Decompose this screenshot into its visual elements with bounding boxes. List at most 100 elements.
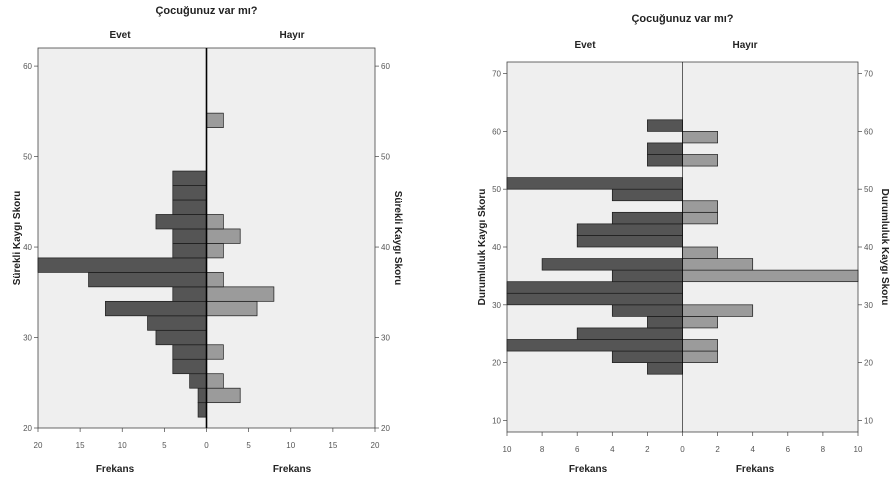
bar-left-15 [611,188,683,202]
bar-left-2 [506,339,683,352]
xtick-label-right-2: 6 [786,445,791,454]
bar-right-1 [682,350,718,363]
bar-right-17 [206,112,224,128]
bar-left-6 [147,315,207,331]
ytick-label-left-2: 30 [492,301,501,310]
bar-left-18 [647,142,683,155]
bar-left-1 [197,387,207,404]
ytick-label-right-2: 40 [381,243,390,252]
bar-left-6 [506,292,683,306]
bar-left-11 [172,243,207,259]
bar-right-11 [206,243,224,259]
bar-right-4 [682,316,718,329]
bar-left-7 [506,281,683,294]
group-label-right: Hayır [732,40,757,51]
ytick-label-right-1: 30 [381,334,390,343]
bar-left-0 [197,402,207,418]
bar-right-2 [682,339,718,352]
xtick-label-left-0: 10 [503,445,512,454]
xtick-label-right-0: 2 [715,445,720,454]
bar-right-19 [682,131,718,144]
ytick-label-right-5: 60 [864,127,873,136]
bar-right-8 [682,269,859,283]
xtick-label-right-4: 10 [854,445,863,454]
ytick-label-left-5: 60 [492,127,501,136]
ylabel-left: Durumluluk Kaygı Skoru [477,189,488,306]
ytick-label-right-0: 20 [381,424,390,433]
bar-left-2 [189,373,207,389]
ytick-label-left-3: 50 [23,153,32,162]
ytick-label-right-0: 10 [864,416,873,425]
bar-right-12 [206,228,241,244]
bar-left-15 [172,185,207,201]
bar-left-3 [172,358,207,375]
bar-left-9 [541,258,683,271]
bar-left-5 [611,304,683,317]
bar-left-9 [88,272,207,288]
bar-right-8 [206,286,275,302]
ylabel-left: Sürekli Kaygı Skoru [12,191,23,285]
bar-left-13 [611,211,683,225]
bar-left-5 [155,329,207,346]
bar-left-4 [647,316,683,329]
xlabel-right: Frekans [736,464,775,475]
chart-title: Çocuğunuz var mı? [631,13,733,25]
xtick-label-right-1: 10 [286,441,295,450]
group-label-left: Evet [109,30,131,41]
bar-left-0 [647,362,683,375]
bar-right-2 [206,373,224,389]
chart-title: Çocuğunuz var mı? [155,5,257,17]
bar-left-16 [506,177,683,190]
ytick-label-left-3: 40 [492,243,501,252]
ytick-label-left-0: 10 [492,416,501,425]
xlabel-right: Frekans [273,464,312,475]
bar-left-13 [155,214,207,230]
bar-left-8 [172,286,207,302]
xtick-label-right-1: 4 [750,445,755,454]
bar-right-5 [682,304,754,317]
bar-left-11 [576,235,683,248]
ytick-label-right-4: 60 [381,62,390,71]
bar-left-8 [611,269,683,283]
xtick-label-left-0: 20 [34,441,43,450]
bar-left-14 [172,199,207,215]
xtick-label-right-0: 5 [246,441,251,450]
bar-left-3 [576,327,683,340]
xlabel-left: Frekans [569,464,608,475]
bar-right-17 [682,154,718,167]
ytick-label-right-3: 50 [381,153,390,162]
ytick-label-left-6: 70 [492,70,501,79]
bar-left-12 [576,223,683,236]
bar-right-10 [682,246,718,259]
group-label-right: Hayır [279,30,304,41]
bar-right-9 [682,258,754,271]
bar-left-10 [37,257,207,273]
xtick-label-left-5: 0 [680,445,685,454]
ytick-label-right-6: 70 [864,70,873,79]
bar-right-4 [206,344,224,360]
ytick-label-left-4: 50 [492,185,501,194]
xtick-label-left-2: 10 [118,441,127,450]
xtick-label-left-1: 8 [540,445,545,454]
bar-right-9 [206,272,224,288]
bar-left-12 [172,228,207,244]
bar-left-4 [172,344,207,360]
xtick-label-left-3: 4 [610,445,615,454]
xlabel-left: Frekans [96,464,135,475]
xtick-label-right-3: 8 [821,445,826,454]
bar-left-7 [105,300,207,317]
ytick-label-left-1: 20 [492,359,501,368]
ytick-label-left-0: 20 [23,424,32,433]
group-label-left: Evet [574,40,596,51]
bar-right-7 [206,300,258,317]
bar-left-1 [611,350,683,363]
bar-right-13 [206,214,224,230]
ylabel-right: Durumluluk Kaygı Skoru [879,189,890,306]
bar-right-13 [682,211,718,225]
bar-left-20 [647,119,683,132]
bar-right-14 [682,200,718,213]
ytick-label-left-4: 60 [23,62,32,71]
xtick-label-left-3: 5 [162,441,167,450]
xtick-label-left-4: 2 [645,445,650,454]
